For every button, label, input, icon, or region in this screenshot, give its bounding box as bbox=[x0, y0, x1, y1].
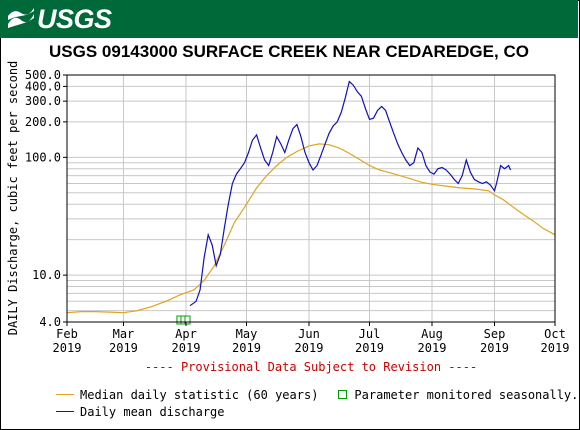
x-tick-label-year: 2019 bbox=[53, 341, 82, 355]
y-tick-label: 300.0 bbox=[25, 94, 61, 108]
median-legend-label: Median daily statistic (60 years) bbox=[80, 387, 319, 402]
x-tick-label-month: Apr bbox=[175, 327, 197, 341]
x-tick-label-month: Feb bbox=[56, 327, 78, 341]
legend-row-2: Daily mean discharge bbox=[56, 403, 578, 420]
y-tick-label: 400.0 bbox=[25, 79, 61, 93]
tick-labels: 4.010.0100.0200.0300.0400.0500.0Feb2019M… bbox=[25, 68, 570, 355]
provisional-annotation: ---- Provisional Data Subject to Revisio… bbox=[145, 360, 477, 374]
x-tick-label-year: 2019 bbox=[541, 341, 570, 355]
y-axis-label: DAILY Discharge, cubic feet per second bbox=[6, 61, 20, 336]
seasonal-legend-box-icon bbox=[338, 390, 348, 399]
x-tick-label-month: May bbox=[236, 327, 258, 341]
axes bbox=[63, 74, 556, 326]
usgs-banner: USGS bbox=[0, 0, 578, 38]
mean-legend-label: Daily mean discharge bbox=[80, 404, 225, 419]
median-legend-swatch bbox=[56, 394, 74, 395]
usgs-wave-logo-icon bbox=[8, 8, 34, 28]
grid bbox=[66, 75, 556, 322]
mean-legend-swatch bbox=[56, 411, 74, 412]
y-tick-label: 4.0 bbox=[39, 315, 61, 329]
y-tick-label: 200.0 bbox=[25, 115, 61, 129]
seasonal-marker bbox=[184, 315, 191, 325]
x-tick-label-month: Jun bbox=[298, 327, 320, 341]
x-tick-label-year: 2019 bbox=[109, 341, 138, 355]
x-tick-label-year: 2019 bbox=[172, 341, 201, 355]
x-tick-label-year: 2019 bbox=[418, 341, 447, 355]
x-tick-label-month: Aug bbox=[421, 327, 443, 341]
y-tick-label: 10.0 bbox=[32, 268, 61, 282]
x-tick-label-month: Jul bbox=[359, 327, 381, 341]
x-tick-label-month: Sep bbox=[484, 327, 506, 341]
x-tick-label-year: 2019 bbox=[232, 341, 261, 355]
x-tick-label-month: Oct bbox=[544, 327, 566, 341]
y-tick-label: 100.0 bbox=[25, 150, 61, 164]
y-tick-label: 500.0 bbox=[25, 68, 61, 82]
median-series-line bbox=[66, 143, 556, 314]
legend-row-1: Median daily statistic (60 years) Parame… bbox=[56, 386, 578, 403]
x-tick-label-month: Mar bbox=[113, 327, 135, 341]
usgs-logo[interactable]: USGS bbox=[6, 2, 112, 36]
x-tick-label-year: 2019 bbox=[295, 341, 324, 355]
x-tick-label-year: 2019 bbox=[355, 341, 384, 355]
usgs-logo-text: USGS bbox=[37, 3, 112, 34]
plot-border bbox=[66, 74, 556, 323]
seasonal-legend-label: Parameter monitored seasonally. bbox=[354, 387, 579, 402]
series bbox=[66, 80, 556, 325]
chart-title: USGS 09143000 SURFACE CREEK NEAR CEDARED… bbox=[49, 42, 529, 61]
x-tick-label-year: 2019 bbox=[480, 341, 509, 355]
legend: Median daily statistic (60 years) Parame… bbox=[56, 386, 578, 420]
daily-mean-series-line bbox=[189, 80, 512, 307]
